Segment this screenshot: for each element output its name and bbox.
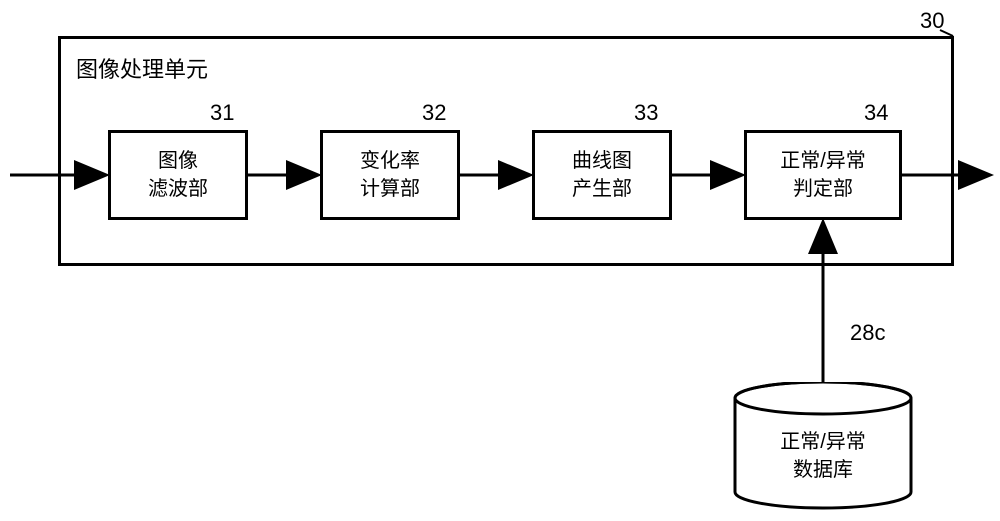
block-judge-ref: 34	[864, 100, 888, 126]
block-rate-label: 变化率 计算部	[360, 147, 420, 203]
block-graph: 曲线图 产生部	[532, 130, 672, 220]
block-judge-label: 正常/异常 判定部	[780, 147, 866, 203]
database-cylinder: 正常/异常 数据库	[733, 382, 913, 508]
database-label: 正常/异常 数据库	[733, 428, 913, 484]
block-rate-ref: 32	[422, 100, 446, 126]
block-rate: 变化率 计算部	[320, 130, 460, 220]
container-ref: 30	[920, 8, 944, 34]
block-graph-ref: 33	[634, 100, 658, 126]
block-judge: 正常/异常 判定部	[744, 130, 902, 220]
block-filter-ref: 31	[210, 100, 234, 126]
database-ref: 28c	[850, 320, 885, 346]
block-filter: 图像 滤波部	[108, 130, 248, 220]
block-filter-label: 图像 滤波部	[148, 147, 208, 203]
container-title: 图像处理单元	[76, 52, 208, 84]
block-graph-label: 曲线图 产生部	[572, 147, 632, 203]
